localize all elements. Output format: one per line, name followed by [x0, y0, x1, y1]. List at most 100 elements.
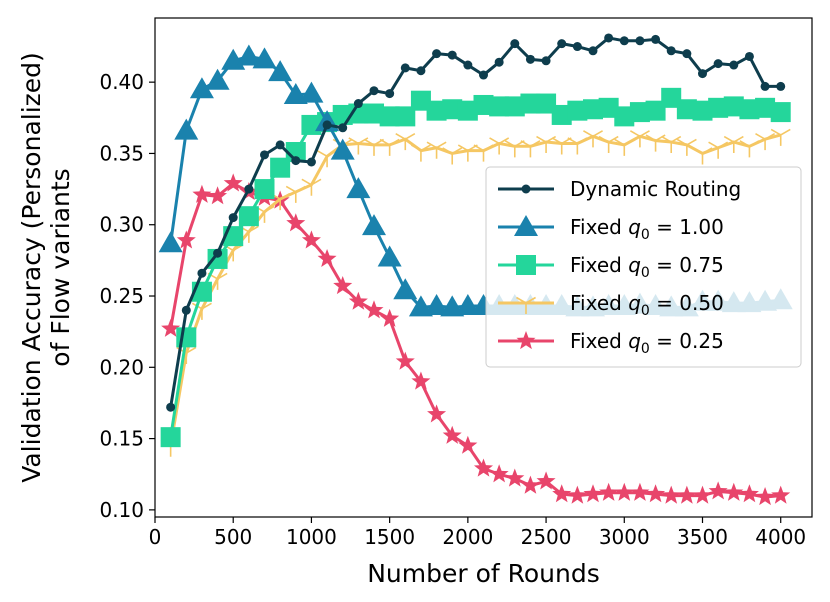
legend-entry: Dynamic Routing [498, 177, 741, 201]
data-point [599, 482, 619, 501]
data-point [306, 157, 316, 167]
data-point [254, 179, 275, 200]
data-point [504, 140, 525, 158]
legend-label: Fixed q0 = 0.75 [570, 253, 724, 281]
legend-label: Dynamic Routing [570, 177, 741, 201]
data-point [645, 100, 666, 121]
data-point [744, 51, 754, 61]
data-point [426, 141, 447, 159]
series-circle [166, 33, 786, 412]
legend-entry: Fixed q0 = 0.25 [498, 329, 724, 357]
data-point [739, 99, 760, 120]
data-point [583, 99, 603, 120]
data-point [708, 141, 729, 159]
legend-marker [514, 215, 538, 236]
data-point [567, 100, 588, 121]
data-point [317, 150, 338, 168]
data-point [729, 60, 739, 70]
data-point [213, 248, 223, 258]
data-point [395, 351, 415, 370]
data-point [724, 482, 744, 501]
data-point [317, 248, 337, 268]
data-point [708, 481, 728, 500]
data-point [364, 103, 384, 124]
data-point [181, 305, 191, 315]
data-point [682, 49, 692, 59]
data-point [161, 318, 181, 337]
data-point [708, 97, 729, 118]
legend-marker [516, 331, 536, 350]
legend-entry: Fixed q0 = 0.50 [498, 291, 724, 319]
legend-marker [521, 184, 531, 194]
data-point [510, 39, 520, 49]
data-point [520, 475, 540, 494]
data-point [661, 135, 682, 154]
data-point [411, 371, 431, 390]
legend-label: Fixed q0 = 0.25 [570, 329, 724, 357]
data-point [771, 485, 791, 504]
data-point [614, 482, 634, 501]
data-point [698, 69, 707, 79]
data-point [630, 482, 650, 501]
data-point [536, 93, 557, 114]
data-point [661, 485, 681, 504]
data-point [158, 231, 183, 253]
data-point [244, 184, 254, 194]
data-point [286, 213, 306, 232]
data-point [583, 484, 603, 503]
data-point [379, 138, 400, 156]
data-point [661, 87, 682, 108]
data-point [176, 230, 196, 249]
data-point [285, 185, 306, 203]
data-point [207, 248, 228, 269]
y-tick-label: 0.35 [99, 141, 144, 165]
data-point [455, 293, 480, 315]
series-line [169, 133, 782, 446]
data-point [189, 77, 214, 99]
data-point [489, 137, 510, 155]
data-point [536, 471, 556, 490]
data-point [645, 134, 666, 152]
data-point [651, 34, 661, 44]
data-point [666, 46, 676, 56]
data-point [677, 485, 697, 504]
data-point [457, 144, 478, 162]
x-tick-label: 4000 [755, 525, 806, 549]
x-tick-label: 0 [149, 525, 162, 549]
x-axis-label: Number of Rounds [367, 559, 600, 588]
data-point [364, 138, 384, 156]
data-point [520, 140, 541, 158]
x-tick-label: 1500 [364, 525, 415, 549]
data-point [197, 268, 207, 278]
y-tick-label: 0.15 [99, 427, 144, 451]
data-point [463, 60, 473, 70]
data-point [619, 36, 629, 46]
legend-marker [516, 296, 536, 314]
x-tick-label: 3000 [599, 525, 650, 549]
data-point [572, 42, 582, 52]
data-point [457, 100, 478, 121]
data-point [301, 178, 322, 196]
data-point [291, 156, 301, 166]
data-point [385, 89, 395, 99]
data-point [364, 300, 384, 319]
y-tick-label: 0.10 [99, 498, 144, 522]
data-point [395, 132, 416, 151]
data-point [755, 487, 775, 506]
data-point [424, 293, 449, 315]
data-point [604, 33, 614, 43]
x-tick-label: 3500 [677, 525, 728, 549]
data-point [504, 96, 525, 117]
plot-frame [154, 17, 813, 518]
data-point [427, 404, 447, 423]
data-point [174, 118, 199, 140]
data-point [192, 184, 212, 203]
data-point [416, 66, 426, 76]
data-point [228, 213, 238, 223]
data-point [379, 106, 400, 127]
data-point [377, 245, 402, 267]
data-point [432, 49, 442, 59]
data-point [692, 485, 713, 504]
data-point [393, 278, 418, 300]
data-point [458, 435, 478, 454]
